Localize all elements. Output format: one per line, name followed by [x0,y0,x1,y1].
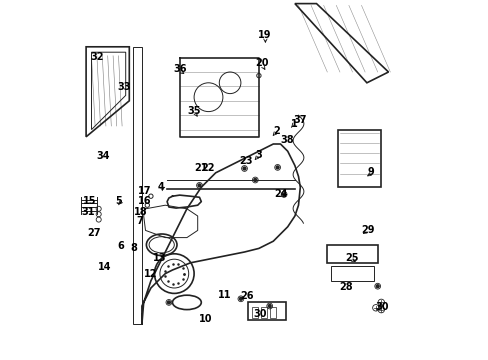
Text: 2: 2 [273,126,280,136]
Text: 12: 12 [144,269,157,279]
Text: 9: 9 [367,167,374,177]
Text: 37: 37 [293,114,306,125]
Circle shape [276,166,279,169]
Text: 38: 38 [280,135,293,145]
Text: 20: 20 [255,58,269,68]
Text: 22: 22 [201,163,214,173]
Text: 19: 19 [258,30,271,40]
Text: 26: 26 [240,291,254,301]
Text: 23: 23 [238,156,252,166]
Circle shape [375,285,378,288]
Text: 13: 13 [153,253,166,264]
Text: 3: 3 [255,150,262,160]
Bar [260,307,266,318]
Circle shape [253,179,256,181]
Text: 25: 25 [345,253,358,264]
Text: 16: 16 [138,196,151,206]
Text: 27: 27 [87,228,101,238]
Circle shape [239,297,242,300]
Circle shape [243,167,245,170]
Text: 6: 6 [117,240,123,251]
Text: 1: 1 [290,119,297,129]
Text: 15: 15 [83,196,96,206]
Text: 34: 34 [97,150,110,161]
Text: 21: 21 [193,163,207,174]
Text: 35: 35 [187,106,201,116]
Text: 17: 17 [138,186,151,196]
Text: 8: 8 [130,243,137,253]
Text: 5: 5 [115,196,122,206]
Circle shape [282,193,285,196]
Text: 32: 32 [91,52,104,62]
Text: 30: 30 [253,309,266,319]
Text: 14: 14 [98,262,112,272]
Text: 36: 36 [173,64,187,75]
Text: 10: 10 [199,314,212,324]
Circle shape [198,184,201,187]
Text: 28: 28 [339,282,352,292]
Text: 7: 7 [136,216,142,226]
Text: 31: 31 [81,207,95,217]
Circle shape [167,301,170,304]
Text: 29: 29 [361,225,374,235]
Text: 18: 18 [134,207,148,217]
Text: 11: 11 [218,290,231,300]
Text: 33: 33 [117,82,130,92]
Bar [269,307,276,318]
Bar [251,307,258,318]
Text: 24: 24 [274,189,287,199]
Text: 30: 30 [374,302,388,312]
Text: 4: 4 [157,182,163,192]
Circle shape [268,305,270,307]
